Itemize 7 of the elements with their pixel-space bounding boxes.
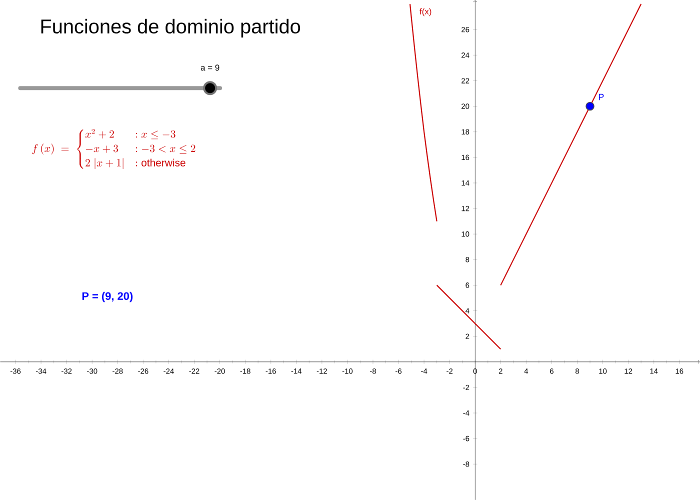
series-label: P	[598, 94, 604, 100]
annotation: P = (9, 20)	[82, 292, 133, 302]
line-series	[409, 3, 438, 222]
annotation: a = 9	[200, 64, 220, 71]
text: Funciones de dominio partido	[41, 18, 300, 38]
annotation: $f\,(x) \;=\; \begin{cases} x^{2}+2 & : x \le -3 \\ -x+3 & : -3 < x \le 2 \\ 2\;\lvert x+1\rvert & : \text{otherwise} \end{cases}$	[32, 129, 196, 169]
annotation: f(x)	[420, 8, 432, 16]
